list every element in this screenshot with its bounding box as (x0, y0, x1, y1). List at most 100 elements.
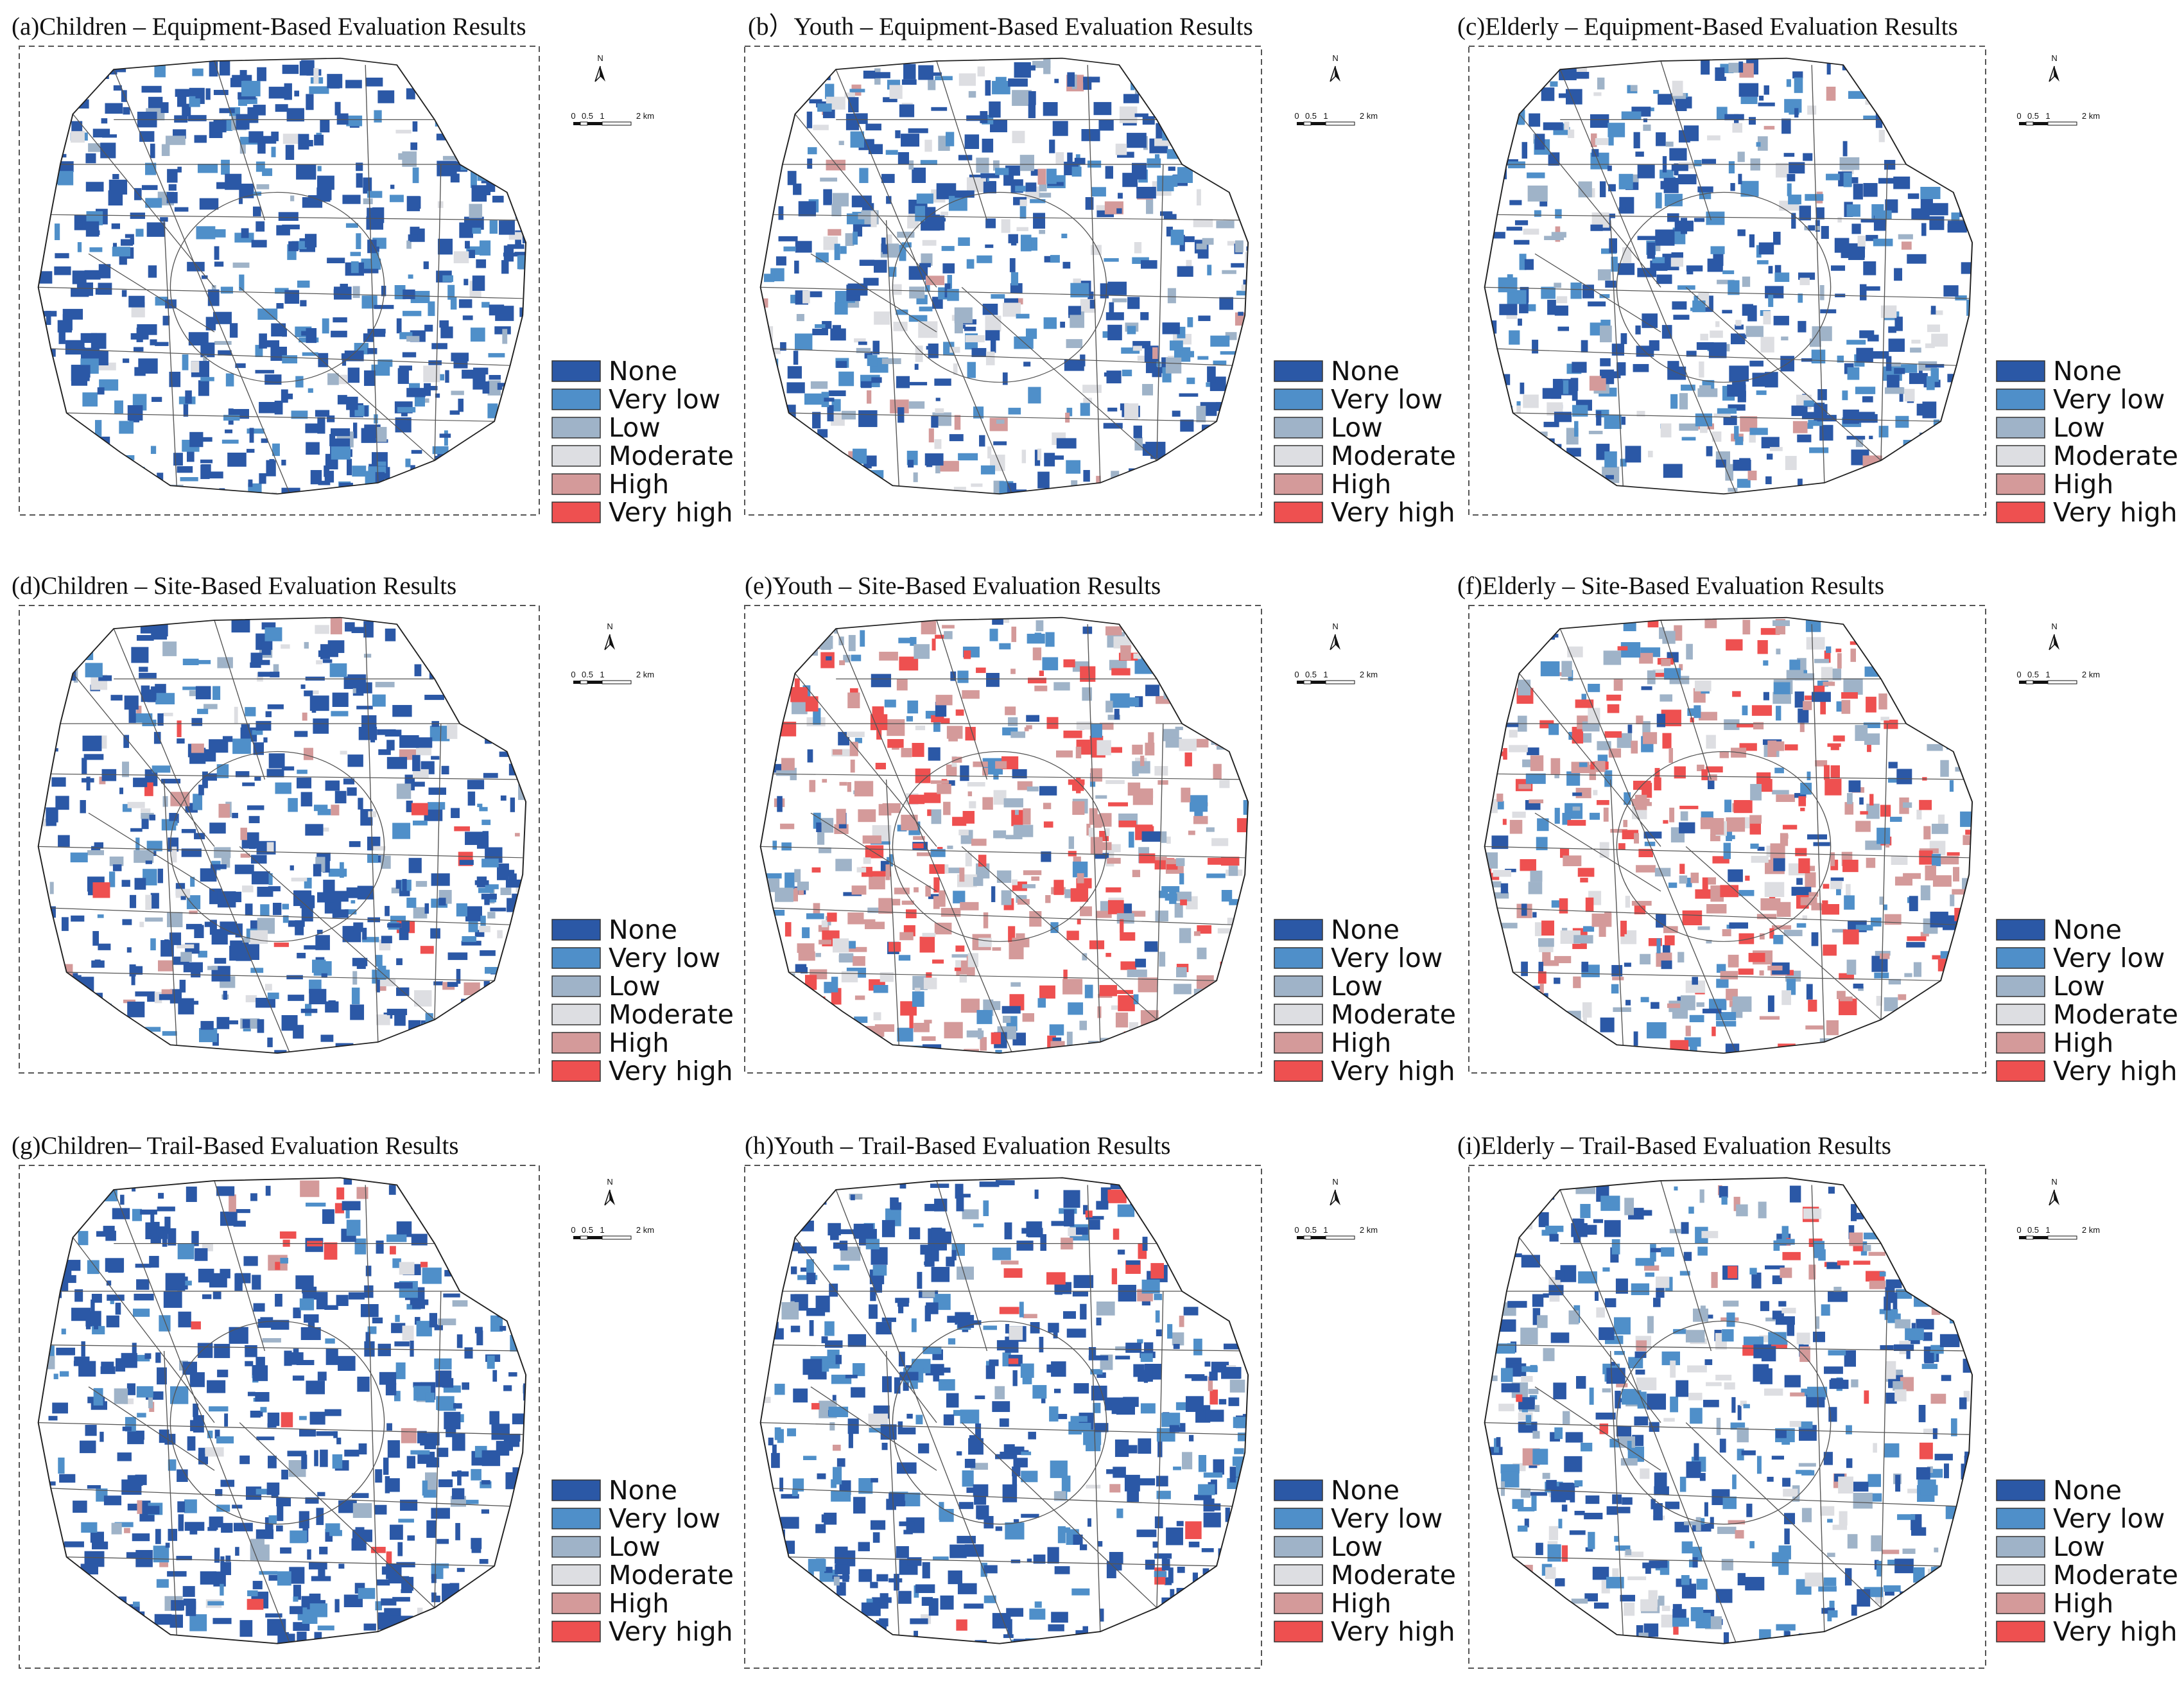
map-block (396, 783, 412, 799)
map-block (847, 782, 852, 792)
map-block (1495, 801, 1504, 810)
map-block (1955, 620, 1965, 633)
map-block (177, 738, 185, 744)
map-block (1114, 708, 1120, 720)
road-line (1609, 220, 1624, 486)
map-block (985, 315, 1001, 332)
map-block (1765, 286, 1784, 299)
map-block (1820, 701, 1826, 715)
ring-road (169, 191, 385, 383)
map-block (1501, 428, 1520, 439)
legend-label: Very high (609, 497, 733, 528)
map-block (1662, 945, 1670, 956)
map-block (505, 435, 511, 446)
map-block (304, 877, 312, 889)
map-block (854, 781, 874, 797)
map-block (856, 867, 867, 873)
map-block (899, 656, 919, 671)
map-block (60, 98, 79, 108)
scale-tick-label: 0 (1294, 111, 1299, 121)
map-block (215, 1489, 223, 1496)
map-block (1633, 1031, 1638, 1046)
map-block (316, 660, 322, 665)
map-block (1679, 875, 1688, 884)
map-block (299, 1429, 316, 1437)
map-block (1582, 284, 1595, 299)
map-block (1860, 811, 1868, 815)
map-block (878, 485, 885, 494)
map-block (1211, 838, 1229, 846)
map-block (874, 259, 887, 273)
map-block (198, 950, 207, 958)
map-block (453, 251, 469, 263)
map-block (268, 87, 288, 99)
map-block (1954, 626, 1964, 640)
map-block (1600, 358, 1611, 367)
map-block (1651, 263, 1668, 271)
map-block (1146, 92, 1157, 100)
map-block (1027, 634, 1045, 644)
map-block (288, 241, 299, 252)
map-block (1740, 180, 1759, 197)
map-block (1706, 211, 1725, 225)
map-block (1866, 857, 1876, 868)
map-block (421, 398, 429, 403)
map-block (837, 1229, 858, 1235)
map-block (1161, 649, 1167, 657)
map-block (362, 927, 367, 940)
map-block (1880, 633, 1885, 648)
map-block (518, 1000, 526, 1009)
north-arrow-icon-half (1335, 634, 1340, 650)
map-block (1022, 1377, 1032, 1384)
map-block (1940, 426, 1960, 435)
map-block (1198, 483, 1218, 494)
map-block (229, 1327, 248, 1344)
map-block (456, 631, 472, 649)
map-block (157, 960, 173, 971)
map-block (1023, 870, 1042, 875)
map-block (220, 921, 238, 935)
map-block (824, 1567, 833, 1573)
map-block (839, 781, 847, 786)
map-block (394, 1391, 401, 1402)
map-block (451, 808, 460, 819)
map-block (924, 1261, 932, 1266)
map-block (1161, 123, 1177, 133)
map-block (1072, 801, 1085, 815)
map-block (338, 1500, 357, 1513)
map-block (1088, 828, 1095, 837)
map-block (413, 1382, 422, 1388)
map-block (1582, 1045, 1591, 1054)
map-block (311, 1576, 331, 1581)
scale-tick-label: 2 km (2082, 111, 2100, 121)
map-block (297, 280, 310, 288)
map-block (1141, 1300, 1151, 1306)
map-block (1647, 242, 1656, 259)
map-block (1529, 113, 1541, 127)
map-block (928, 344, 939, 358)
map-block (1034, 685, 1048, 692)
map-block (121, 90, 127, 102)
map-block (327, 640, 345, 653)
map-block (1062, 261, 1071, 269)
map-block (430, 928, 440, 939)
map-block (1007, 483, 1017, 494)
map-block (424, 383, 431, 396)
map-block (1907, 631, 1921, 640)
map-block (351, 900, 356, 904)
map-block (314, 1632, 322, 1641)
map-block (1573, 935, 1593, 944)
map-block (44, 667, 53, 677)
map-block (1952, 485, 1969, 494)
map-block (150, 446, 157, 454)
map-block (61, 1328, 66, 1335)
map-block (783, 246, 796, 252)
map-block (114, 1041, 130, 1054)
map-block (352, 1502, 372, 1519)
map-block (445, 370, 449, 383)
map-block (290, 1606, 303, 1614)
map-block (1175, 858, 1185, 866)
map-block (316, 1292, 328, 1310)
map-block (427, 802, 446, 810)
map-block (502, 1552, 515, 1567)
